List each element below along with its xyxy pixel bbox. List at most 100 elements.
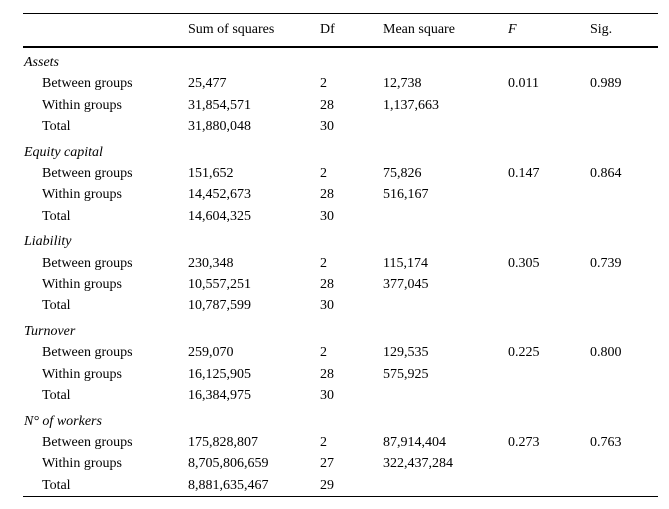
cell-df: 30 — [320, 388, 334, 404]
cell-sum_of_squares: 10,557,251 — [188, 277, 251, 293]
cell-sig — [590, 295, 658, 316]
table-row: Within groups 31,854,571 28 1,137,663 — [23, 95, 658, 116]
cell-mean_square — [383, 295, 508, 316]
cell-df: 2 — [320, 434, 327, 450]
table-row: Total 8,881,635,467 29 — [23, 475, 658, 497]
header-sig: Sig. — [590, 22, 613, 37]
cell-sig: 0.800 — [590, 345, 622, 361]
table-row: Within groups 10,557,251 28 377,045 — [23, 274, 658, 295]
cell-sum_of_squares: 31,880,048 — [188, 119, 251, 135]
cell-f: 0.273 — [508, 434, 540, 450]
cell-df: 29 — [320, 477, 334, 493]
cell-mean_square: 516,167 — [383, 187, 429, 203]
table-row: Between groups 25,477 2 12,738 0.011 0.989 — [23, 73, 658, 94]
header-mean-square: Mean square — [383, 22, 455, 37]
row-label: Within groups — [42, 366, 122, 382]
row-label: Between groups — [42, 434, 133, 450]
cell-mean_square: 1,137,663 — [383, 97, 439, 113]
cell-sig — [590, 95, 658, 116]
cell-sum_of_squares: 31,854,571 — [188, 97, 251, 113]
row-label: Total — [42, 119, 71, 135]
section-row: Equity capital — [23, 138, 658, 163]
row-label: Total — [42, 208, 71, 224]
cell-mean_square: 75,826 — [383, 166, 422, 182]
cell-sig: 0.763 — [590, 434, 622, 450]
cell-sum_of_squares: 14,604,325 — [188, 208, 251, 224]
cell-sig — [590, 274, 658, 295]
cell-mean_square: 322,437,284 — [383, 456, 453, 472]
table-row: Within groups 14,452,673 28 516,167 — [23, 184, 658, 205]
cell-df: 2 — [320, 166, 327, 182]
cell-sum_of_squares: 16,125,905 — [188, 366, 251, 382]
cell-f — [508, 295, 590, 316]
cell-f — [508, 385, 590, 406]
cell-f — [508, 274, 590, 295]
cell-sig: 0.739 — [590, 255, 622, 271]
row-label: Total — [42, 477, 71, 493]
table-row: Between groups 230,348 2 115,174 0.305 0.739 — [23, 253, 658, 274]
row-label: Within groups — [42, 277, 122, 293]
cell-df: 2 — [320, 255, 327, 271]
cell-mean_square — [383, 206, 508, 227]
cell-df: 27 — [320, 456, 334, 472]
cell-sum_of_squares: 151,652 — [188, 166, 234, 182]
row-label: Between groups — [42, 166, 133, 182]
row-label: Total — [42, 388, 71, 404]
row-label: Within groups — [42, 97, 122, 113]
cell-df: 30 — [320, 119, 334, 135]
table-body: Assets Between groups 25,477 2 12,738 0.011 0.… — [23, 47, 658, 497]
cell-sum_of_squares: 8,881,635,467 — [188, 477, 269, 493]
section-name: Assets — [24, 55, 59, 70]
cell-mean_square — [383, 385, 508, 406]
cell-mean_square: 12,738 — [383, 76, 422, 92]
cell-f — [508, 364, 590, 385]
cell-df: 28 — [320, 277, 334, 293]
cell-sig — [590, 385, 658, 406]
cell-f — [508, 453, 590, 474]
cell-df: 2 — [320, 345, 327, 361]
section-row: Assets — [23, 47, 658, 73]
anova-table: Sum of squares Df Mean square F Sig. Ass… — [23, 13, 658, 498]
cell-sum_of_squares: 16,384,975 — [188, 388, 251, 404]
table-row: Total 16,384,975 30 — [23, 385, 658, 406]
cell-sum_of_squares: 175,828,807 — [188, 434, 258, 450]
cell-sum_of_squares: 14,452,673 — [188, 187, 251, 203]
cell-sum_of_squares: 259,070 — [188, 345, 234, 361]
cell-sig — [590, 116, 658, 137]
cell-sum_of_squares: 8,705,806,659 — [188, 456, 269, 472]
table-row: Between groups 151,652 2 75,826 0.147 0.864 — [23, 163, 658, 184]
table-row: Between groups 175,828,807 2 87,914,404 0.27… — [23, 432, 658, 453]
table-row: Total 10,787,599 30 — [23, 295, 658, 316]
cell-mean_square: 377,045 — [383, 277, 429, 293]
cell-mean_square — [383, 116, 508, 137]
cell-df: 30 — [320, 298, 334, 314]
cell-sig: 0.864 — [590, 166, 622, 182]
cell-mean_square: 575,925 — [383, 366, 429, 382]
row-label: Between groups — [42, 345, 133, 361]
section-name: N° of workers — [24, 413, 102, 429]
header-empty-cell — [23, 14, 188, 48]
table-row: Total 14,604,325 30 — [23, 206, 658, 227]
table-row: Between groups 259,070 2 129,535 0.225 0.800 — [23, 342, 658, 363]
cell-sig — [590, 184, 658, 205]
table-row: Within groups 16,125,905 28 575,925 — [23, 364, 658, 385]
row-label: Total — [42, 298, 71, 314]
cell-f — [508, 95, 590, 116]
cell-f — [508, 116, 590, 137]
cell-sum_of_squares: 25,477 — [188, 76, 227, 92]
row-label: Between groups — [42, 76, 133, 92]
cell-sum_of_squares: 10,787,599 — [188, 298, 251, 314]
cell-df: 28 — [320, 97, 334, 113]
cell-df: 28 — [320, 187, 334, 203]
table-row: Total 31,880,048 30 — [23, 116, 658, 137]
header-sum-of-squares: Sum of squares — [188, 22, 275, 37]
cell-df: 30 — [320, 208, 334, 224]
cell-sig: 0.989 — [590, 76, 622, 92]
cell-sig — [590, 453, 658, 474]
section-name: Equity capital — [24, 144, 103, 160]
cell-mean_square: 87,914,404 — [383, 434, 446, 450]
section-name: Turnover — [24, 323, 76, 339]
cell-mean_square: 129,535 — [383, 345, 429, 361]
section-row: Turnover — [23, 317, 658, 342]
table-header: Sum of squares Df Mean square F Sig. — [23, 14, 658, 48]
